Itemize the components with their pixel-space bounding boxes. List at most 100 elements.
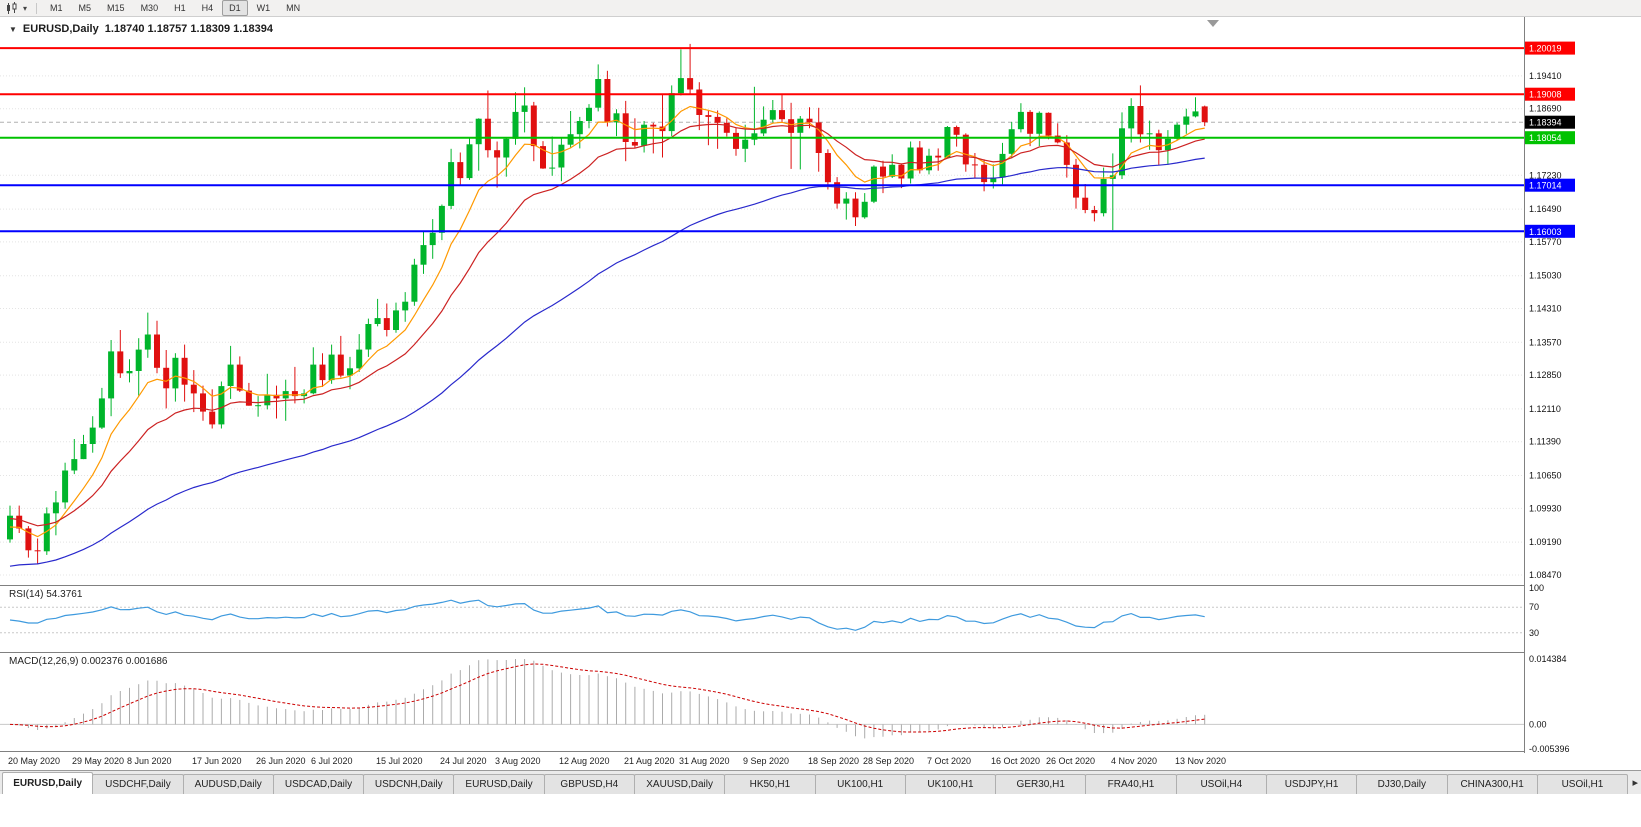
time-axis[interactable]: 20 May 2020 29 May 2020 8 Jun 2020 17 Jun 2… (0, 753, 1641, 770)
price-badge-label: 1.20019 (1529, 44, 1562, 54)
date-label: 17 Jun 2020 (192, 756, 242, 766)
chart-tab-audusd-daily[interactable]: AUDUSD,Daily (182, 774, 274, 794)
date-label: 31 Aug 2020 (679, 756, 730, 766)
chart-tab-dj30-daily[interactable]: DJ30,Daily (1356, 774, 1448, 794)
ma-fast-orange[interactable] (9, 105, 1205, 538)
timeframe-button-m5[interactable]: M5 (72, 0, 99, 16)
chart-canvas[interactable]: 1.19410 1.18690 1.17230 1.16490 1.15770 1.150… (0, 17, 1641, 754)
toolbar-separator (36, 2, 38, 14)
price-axis-label: 1.11390 (1529, 437, 1561, 447)
chart-window: 1.19410 1.18690 1.17230 1.16490 1.15770 1.150… (0, 17, 1641, 754)
date-label: 28 Sep 2020 (863, 756, 915, 766)
rsi-line (9, 599, 1205, 631)
symbol-label: EURUSD,Daily (22, 23, 99, 35)
price-badge-label: 1.19008 (1529, 90, 1562, 100)
date-label: 15 Jul 2020 (376, 756, 423, 766)
date-label: 29 May 2020 (72, 756, 125, 766)
date-label: 26 Jun 2020 (256, 756, 306, 766)
rsi-axis-label: 100 (1529, 583, 1544, 593)
chart-tab-bar: EURUSD,Daily USDCHF,Daily AUDUSD,Daily USDC… (0, 770, 1641, 794)
chart-title: ▼ EURUSD,Daily 1.18740 1.18757 1.18309 1… (9, 23, 273, 35)
date-label: 13 Nov 2020 (1175, 756, 1227, 766)
grid-lines (0, 75, 1524, 576)
price-axis-label: 1.12110 (1529, 404, 1561, 414)
candlestick-chart-icon[interactable] (5, 1, 19, 15)
chart-tab-uk100-h1[interactable]: UK100,H1 (904, 774, 997, 794)
chart-tab-usoil-h4[interactable]: USOil,H4 (1175, 774, 1267, 794)
price-axis-label: 1.13570 (1529, 337, 1562, 347)
timeframe-button-mn[interactable]: MN (279, 0, 307, 16)
price-axis-label: 1.17230 (1529, 170, 1562, 180)
date-label: 21 Aug 2020 (624, 756, 675, 766)
timeframe-button-m15[interactable]: M15 (100, 0, 132, 16)
price-axis[interactable]: 1.19410 1.18690 1.17230 1.16490 1.15770 1.150… (1524, 17, 1641, 754)
chart-tab-fra40-h1[interactable]: FRA40,H1 (1085, 774, 1177, 794)
price-badge (1525, 87, 1575, 101)
price-axis-label: 1.14310 (1529, 304, 1562, 314)
price-badge (1525, 224, 1575, 238)
date-label: 20 May 2020 (8, 756, 61, 766)
chart-tab-hk50-h1[interactable]: HK50,H1 (724, 774, 816, 794)
price-axis-label: 1.15030 (1529, 271, 1562, 281)
date-label: 6 Jul 2020 (311, 756, 353, 766)
ma-slow-blue[interactable] (9, 157, 1205, 567)
timeframe-button-h1[interactable]: H1 (167, 0, 193, 16)
moving-average-lines (9, 105, 1205, 567)
macd-indicator-label: MACD(12,26,9) 0.002376 0.001686 (9, 656, 168, 667)
macd-signal-line (9, 663, 1205, 733)
date-label: 3 Aug 2020 (495, 756, 541, 766)
price-badge (1525, 131, 1575, 145)
rsi-pane (0, 599, 1524, 634)
macd-axis-label: 0.00 (1529, 719, 1547, 729)
price-axis-label: 1.18690 (1529, 104, 1562, 114)
rsi-axis-label: 30 (1529, 628, 1539, 638)
tab-scroll-right-icon[interactable]: ▸ (1632, 777, 1638, 789)
timeframe-button-w1[interactable]: W1 (250, 0, 278, 16)
chart-tab-usdchf-daily[interactable]: USDCHF,Daily (92, 774, 184, 794)
price-badge-label: 1.18394 (1529, 118, 1562, 128)
price-axis-label: 1.10650 (1529, 471, 1562, 481)
price-badge (1525, 115, 1575, 129)
macd-pane (0, 659, 1524, 739)
chart-type-dropdown-icon[interactable]: ▾ (23, 3, 28, 13)
chart-tab-usoil-h1[interactable]: USOil,H1 (1536, 774, 1629, 794)
timeframe-button-m1[interactable]: M1 (43, 0, 70, 16)
price-axis-label: 1.09190 (1529, 537, 1562, 547)
chart-tab-gbpusd-h4[interactable]: GBPUSD,H4 (543, 774, 635, 794)
chart-tab-eurusd-daily[interactable]: EURUSD,Daily (2, 772, 94, 794)
chart-shift-marker[interactable] (1207, 20, 1219, 27)
chart-tab-usdcad-daily[interactable]: USDCAD,Daily (272, 774, 365, 794)
date-label: 26 Oct 2020 (1046, 756, 1096, 766)
ma-mid-red[interactable] (9, 123, 1205, 527)
ohlc-values: 1.18740 1.18757 1.18309 1.18394 (104, 23, 273, 35)
chart-tab-ger30-h1[interactable]: GER30,H1 (995, 774, 1087, 794)
price-axis-label: 1.16490 (1529, 204, 1562, 214)
date-label: 18 Sep 2020 (808, 756, 860, 766)
price-badge-label: 1.18054 (1529, 133, 1562, 143)
timeframe-button-d1[interactable]: D1 (222, 0, 248, 16)
price-axis-label: 1.09930 (1529, 503, 1562, 513)
date-label: 7 Oct 2020 (927, 756, 972, 766)
date-label: 9 Sep 2020 (743, 756, 790, 766)
timeframe-toolbar: ▾ M1 M5 M15 M30 H1 H4 D1 W1 MN (0, 0, 1641, 17)
date-label: 4 Nov 2020 (1111, 756, 1158, 766)
date-label: 8 Jun 2020 (127, 756, 172, 766)
price-axis-label: 1.15770 (1529, 237, 1562, 247)
chart-tab-uk100-h1[interactable]: UK100,H1 (814, 774, 906, 794)
price-badge (1525, 178, 1575, 192)
price-axis-label: 1.12850 (1529, 370, 1562, 380)
chart-tab-usdcnh-daily[interactable]: USDCNH,Daily (363, 774, 455, 794)
date-label: 16 Oct 2020 (991, 756, 1041, 766)
collapse-triangle-icon[interactable]: ▼ (9, 24, 17, 34)
price-axis-label: 1.19410 (1529, 71, 1562, 81)
chart-tab-xauusd-daily[interactable]: XAUUSD,Daily (633, 774, 726, 794)
price-badge (1525, 41, 1575, 55)
timeframe-button-m30[interactable]: M30 (134, 0, 166, 16)
chart-tab-china300-h1[interactable]: CHINA300,H1 (1446, 774, 1538, 794)
timeframe-button-h4[interactable]: H4 (195, 0, 221, 16)
price-badge-label: 1.16003 (1529, 227, 1562, 237)
chart-tab-eurusd-daily[interactable]: EURUSD,Daily (453, 774, 545, 794)
chart-tab-usdjpy-h1[interactable]: USDJPY,H1 (1265, 774, 1358, 794)
date-label: 12 Aug 2020 (559, 756, 610, 766)
